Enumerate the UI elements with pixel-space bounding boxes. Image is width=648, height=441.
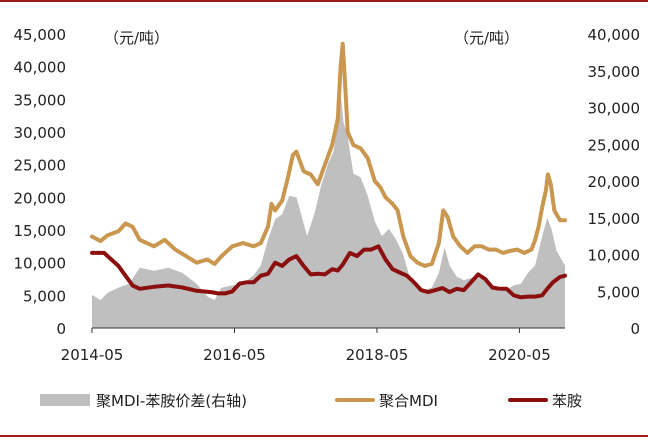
right-tick-label: 0 [630, 320, 640, 338]
left-tick-label: 15,000 [14, 222, 67, 240]
left-tick-label: 0 [56, 320, 66, 338]
right-tick-label: 20,000 [588, 173, 641, 191]
left-tick-label: 35,000 [14, 91, 67, 109]
line-layer [90, 41, 567, 300]
right-tick-label: 15,000 [588, 210, 641, 228]
left-tick-label: 5,000 [23, 287, 66, 305]
right-tick-label: 25,000 [588, 136, 641, 154]
right-axis-ticks: 0 5,000 10,000 15,000 20,000 25,000 30,000 35,0… [588, 26, 641, 338]
left-tick-label: 25,000 [14, 157, 67, 175]
left-axis-unit-label: （元/吨） [104, 29, 169, 47]
series-line-1 [90, 41, 567, 268]
legend-label-2: 苯胺 [552, 392, 582, 410]
x-tick-label: 2014-05 [61, 346, 124, 364]
legend-label-0: 聚MDI-苯胺价差(右轴) [96, 392, 247, 410]
legend: 聚MDI-苯胺价差(右轴) 聚合MDI 苯胺 [40, 392, 582, 410]
top-rule [0, 0, 648, 2]
right-tick-label: 40,000 [588, 26, 641, 44]
left-axis-ticks: 0 5,000 10,000 15,000 20,000 25,000 30,000 35,0… [14, 26, 67, 338]
x-tick-label: 2018-05 [346, 346, 409, 364]
series-area-0 [92, 92, 565, 328]
legend-swatch-0 [40, 394, 90, 406]
left-tick-label: 40,000 [14, 59, 67, 77]
left-tick-label: 30,000 [14, 124, 67, 142]
right-tick-label: 5,000 [597, 283, 640, 301]
right-tick-label: 10,000 [588, 247, 641, 265]
left-tick-label: 45,000 [14, 26, 67, 44]
right-axis-unit-label: （元/吨） [454, 29, 519, 47]
bottom-rule [0, 435, 648, 437]
x-tick-label: 2020-05 [488, 346, 551, 364]
right-tick-label: 35,000 [588, 63, 641, 81]
left-tick-label: 20,000 [14, 189, 67, 207]
x-tick-label: 2016-05 [203, 346, 266, 364]
legend-label-1: 聚合MDI [379, 392, 438, 410]
area-layer [92, 92, 565, 328]
left-tick-label: 10,000 [14, 255, 67, 273]
x-ticks: 2014-05 2016-05 2018-05 2020-05 [61, 328, 551, 364]
right-tick-label: 30,000 [588, 100, 641, 118]
series-line-2 [90, 244, 567, 300]
